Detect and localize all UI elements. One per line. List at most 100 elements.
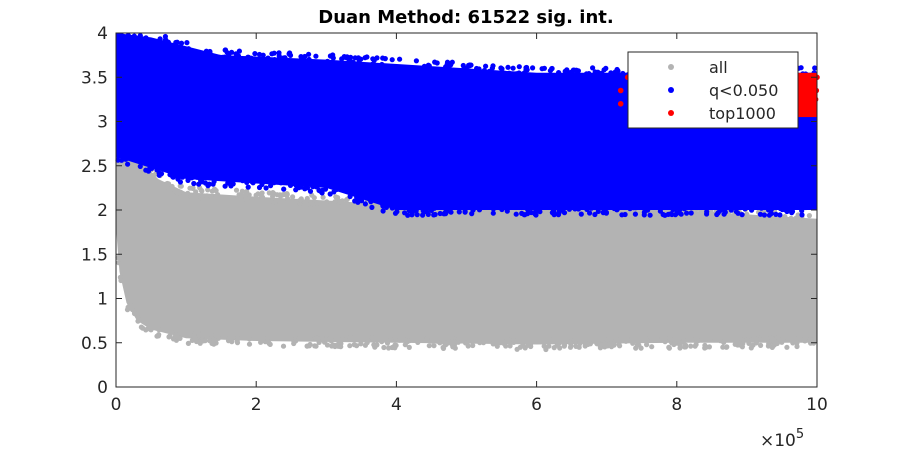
scatter-point bbox=[335, 195, 341, 201]
scatter-point bbox=[131, 310, 138, 317]
scatter-point bbox=[492, 340, 498, 346]
scatter-point bbox=[467, 62, 473, 68]
data-point bbox=[617, 87, 624, 94]
scatter-point bbox=[408, 65, 414, 72]
scatter-point bbox=[250, 180, 256, 186]
scatter-point bbox=[707, 336, 713, 342]
scatter-point bbox=[539, 66, 545, 72]
scatter-point bbox=[395, 66, 401, 72]
scatter-point bbox=[265, 197, 271, 203]
scatter-point bbox=[397, 337, 403, 343]
scatter-point bbox=[352, 55, 358, 61]
scatter-point bbox=[739, 212, 745, 218]
scatter-point bbox=[125, 32, 131, 39]
legend-label: q<0.050 bbox=[709, 81, 778, 100]
scatter-point bbox=[339, 198, 345, 204]
scatter-point bbox=[564, 70, 570, 76]
chart-title: Duan Method: 61522 sig. int. bbox=[318, 7, 613, 28]
scatter-point bbox=[260, 337, 266, 343]
scatter-point bbox=[410, 206, 417, 213]
scatter-point bbox=[510, 337, 516, 343]
y-tick-label: 4 bbox=[97, 24, 108, 44]
scatter-point bbox=[276, 50, 282, 56]
scatter-point bbox=[649, 344, 655, 350]
scatter-point bbox=[258, 57, 264, 63]
scatter-point bbox=[476, 207, 483, 213]
scatter-point bbox=[406, 208, 412, 214]
scatter-point bbox=[790, 340, 796, 346]
scatter-point bbox=[542, 212, 548, 218]
scatter-point bbox=[736, 204, 743, 210]
scatter-point bbox=[617, 74, 623, 81]
scatter-point bbox=[352, 198, 358, 204]
scatter-point bbox=[245, 184, 251, 190]
scatter-point bbox=[537, 73, 544, 79]
scatter-point bbox=[547, 336, 553, 342]
scatter-point bbox=[736, 341, 742, 347]
scatter-point bbox=[324, 199, 330, 205]
scatter-point bbox=[556, 206, 562, 212]
legend-item: q<0.050 bbox=[668, 81, 778, 100]
scatter-point bbox=[285, 60, 291, 66]
scatter-point bbox=[244, 179, 250, 185]
scatter-point bbox=[571, 67, 578, 73]
scatter-point bbox=[313, 343, 319, 349]
scatter-point bbox=[284, 191, 290, 197]
scatter-point bbox=[372, 62, 378, 68]
scatter-point bbox=[517, 344, 523, 350]
scatter-point bbox=[746, 340, 752, 346]
scatter-point bbox=[302, 53, 308, 60]
scatter-point bbox=[766, 218, 772, 224]
scatter-point bbox=[448, 209, 454, 215]
scatter-point bbox=[799, 208, 805, 214]
legend-marker bbox=[668, 87, 674, 93]
scatter-point bbox=[792, 335, 798, 341]
scatter-point bbox=[539, 204, 545, 210]
scatter-point bbox=[298, 196, 304, 202]
scatter-point bbox=[465, 343, 471, 349]
scatter-point bbox=[644, 337, 650, 343]
scatter-point bbox=[229, 339, 235, 345]
data-point bbox=[810, 109, 817, 116]
scatter-point bbox=[556, 70, 562, 76]
scatter-point bbox=[513, 211, 519, 217]
scatter-point bbox=[437, 210, 443, 217]
scatter-point bbox=[215, 54, 221, 60]
scatter-point bbox=[440, 344, 446, 351]
scatter-point bbox=[525, 342, 531, 348]
scatter-point bbox=[617, 343, 623, 349]
scatter-point bbox=[420, 212, 426, 218]
scatter-point bbox=[507, 343, 513, 349]
scatter-point bbox=[486, 68, 492, 74]
scatter-point bbox=[148, 38, 154, 44]
scatter-point bbox=[645, 203, 651, 209]
scatter-point bbox=[143, 37, 149, 44]
scatter-point bbox=[264, 335, 270, 341]
scatter-point bbox=[329, 202, 335, 208]
scatter-point bbox=[496, 71, 502, 77]
scatter-point bbox=[627, 211, 634, 217]
data-point bbox=[813, 87, 820, 94]
x-tick-label: 4 bbox=[391, 395, 402, 415]
scatter-point bbox=[793, 215, 799, 221]
scatter-point bbox=[742, 206, 748, 212]
scatter-point bbox=[164, 180, 170, 187]
scatter-point bbox=[287, 182, 294, 188]
scatter-point bbox=[614, 66, 620, 73]
scatter-point bbox=[550, 75, 556, 81]
scatter-point bbox=[339, 56, 345, 62]
scatter-point bbox=[234, 340, 241, 346]
scatter-point bbox=[693, 334, 699, 341]
scatter-point bbox=[117, 274, 123, 280]
scatter-point bbox=[316, 339, 322, 345]
scatter-point bbox=[313, 335, 319, 341]
scatter-point bbox=[138, 324, 144, 330]
scatter-point bbox=[516, 64, 522, 70]
scatter-point bbox=[595, 208, 601, 214]
scatter-point bbox=[271, 50, 277, 56]
scatter-point bbox=[579, 203, 585, 209]
scatter-point bbox=[551, 212, 557, 218]
scatter-point bbox=[369, 334, 375, 340]
scatter-point bbox=[409, 212, 415, 218]
legend-item: top1000 bbox=[668, 104, 776, 123]
